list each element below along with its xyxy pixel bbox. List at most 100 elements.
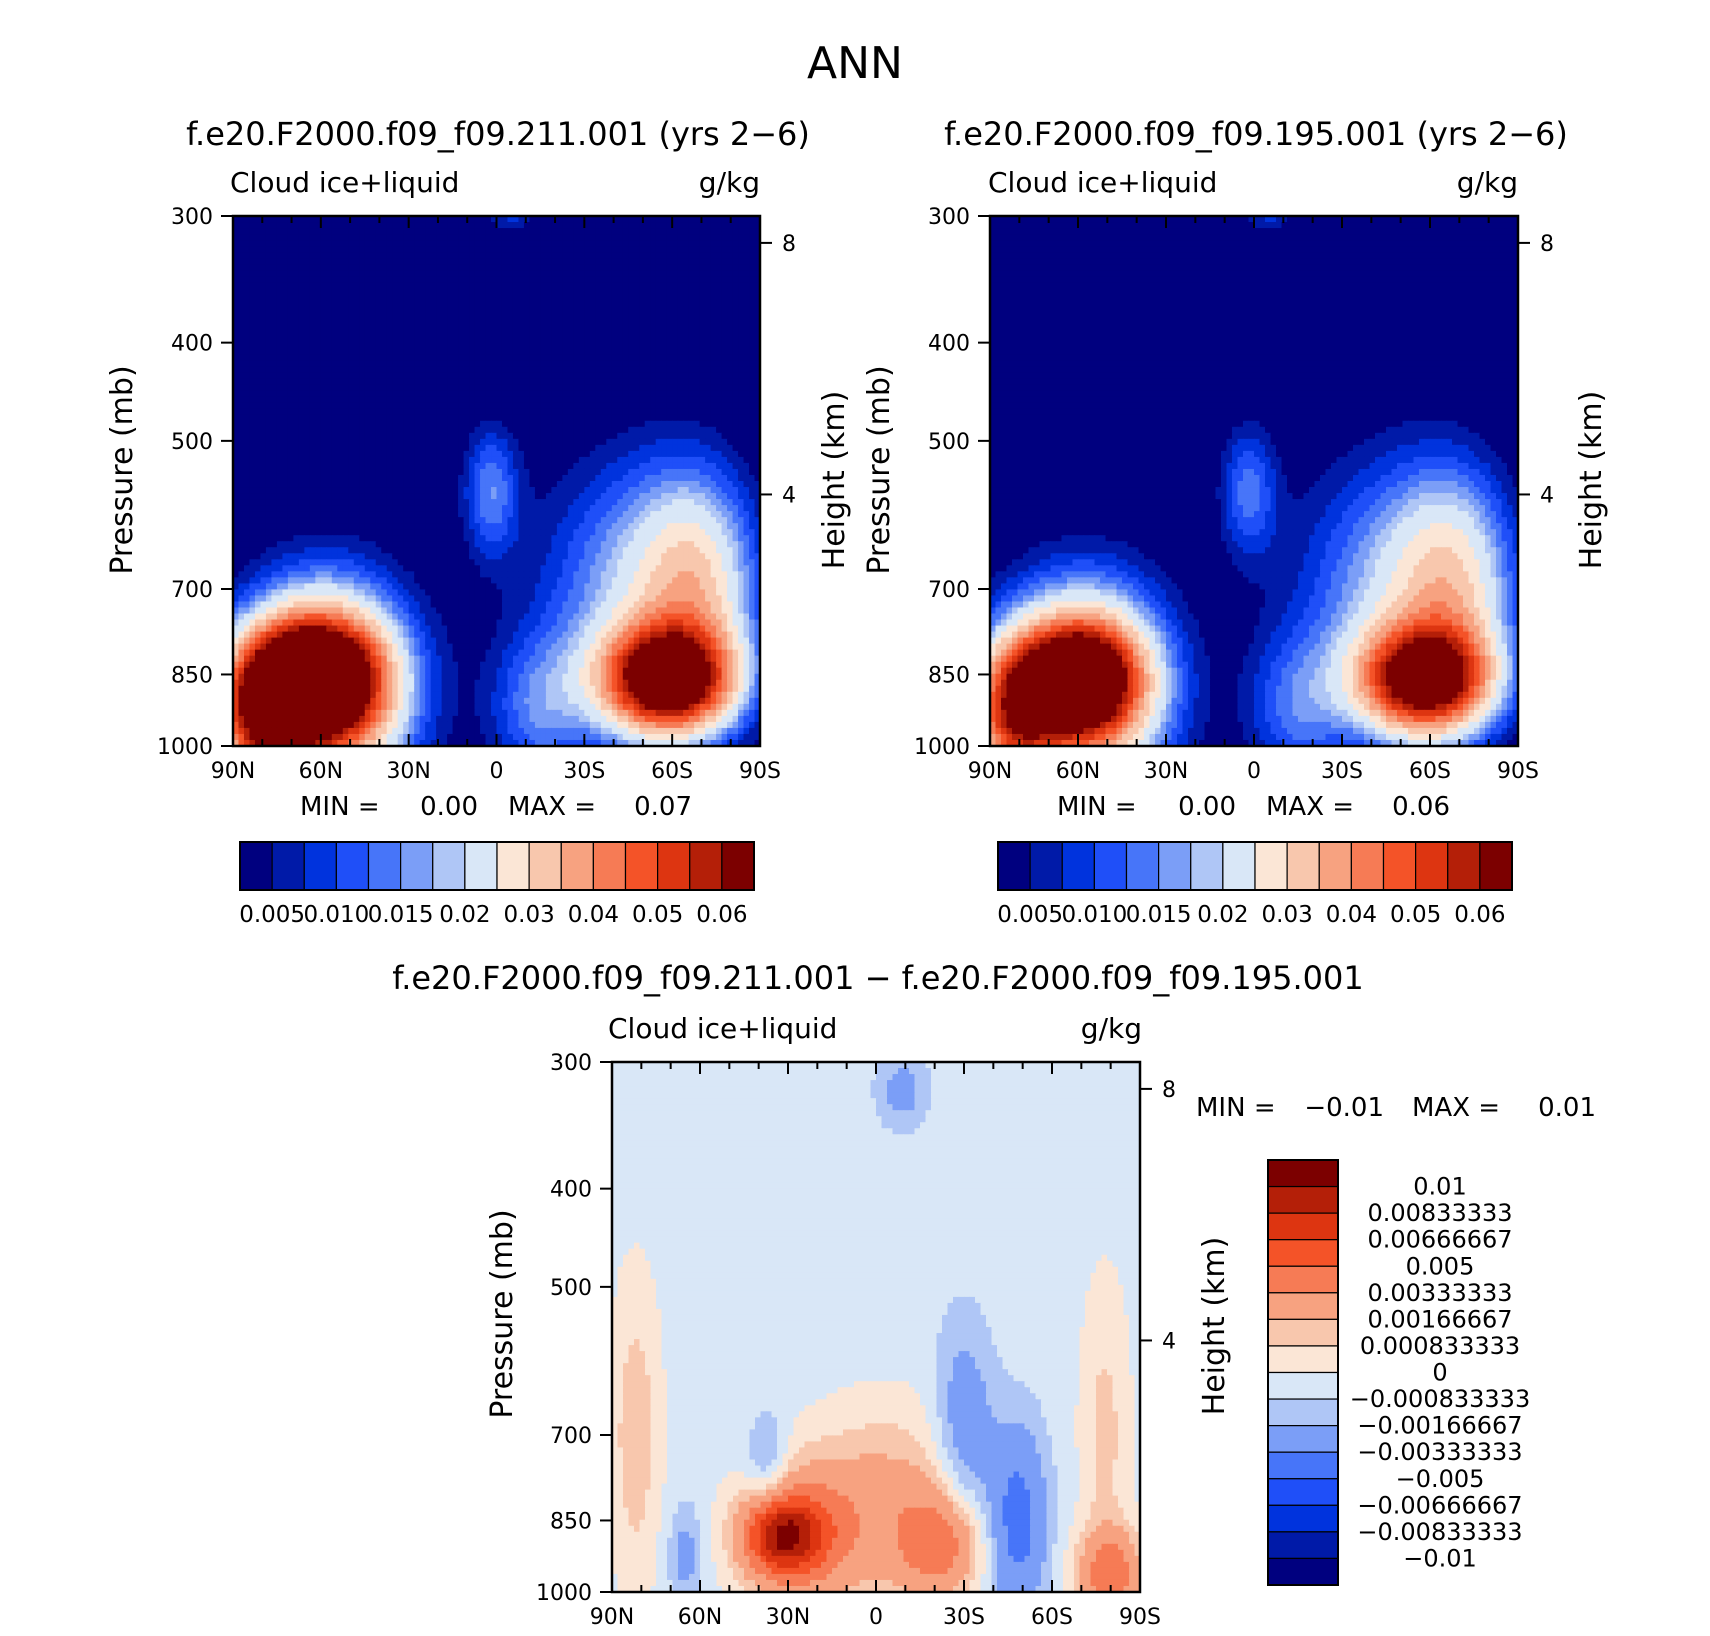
contour-cell — [332, 306, 338, 313]
contour-cell — [749, 294, 755, 301]
contour-cell — [271, 228, 277, 235]
contour-cell — [260, 505, 266, 512]
contour-cell — [425, 312, 431, 319]
contour-cell — [689, 481, 695, 488]
contour-cell — [491, 469, 497, 476]
contour-cell — [744, 349, 750, 356]
contour-cell — [392, 451, 398, 458]
contour-cell — [507, 228, 513, 235]
contour-cell — [255, 469, 261, 476]
contour-cell — [244, 511, 250, 518]
contour-cell — [744, 397, 750, 404]
contour-cell — [513, 427, 519, 434]
contour-cell — [738, 379, 744, 386]
contour-cell — [694, 318, 700, 325]
contour-cell — [414, 439, 420, 446]
contour-cell — [458, 300, 464, 307]
contour-cell — [343, 421, 349, 428]
contour-cell — [639, 234, 645, 241]
contour-cell — [409, 240, 415, 247]
contour-cell — [458, 240, 464, 247]
contour-cell — [700, 282, 706, 289]
contour-cell — [595, 499, 601, 506]
contour-cell — [453, 318, 459, 325]
contour-cell — [518, 409, 524, 416]
contour-cell — [282, 300, 288, 307]
contour-cell — [590, 523, 596, 530]
contour-cell — [749, 463, 755, 470]
contour-cell — [458, 457, 464, 464]
contour-cell — [381, 234, 387, 241]
contour-cell — [689, 415, 695, 422]
contour-cell — [315, 457, 321, 464]
contour-cell — [628, 306, 634, 313]
contour-cell — [639, 312, 645, 319]
contour-cell — [337, 252, 343, 259]
contour-cell — [370, 499, 376, 506]
contour-cell — [524, 421, 530, 428]
contour-cell — [414, 240, 420, 247]
contour-cell — [321, 469, 327, 476]
contour-cell — [733, 415, 739, 422]
contour-cell — [557, 330, 563, 337]
contour-cell — [343, 415, 349, 422]
contour-cell — [315, 481, 321, 488]
contour-cell — [321, 294, 327, 301]
contour-cell — [738, 505, 744, 512]
contour-cell — [464, 409, 470, 416]
contour-cell — [683, 288, 689, 295]
contour-cell — [507, 463, 513, 470]
contour-cell — [310, 234, 316, 241]
contour-cell — [277, 505, 283, 512]
contour-cell — [606, 228, 612, 235]
contour-cell — [282, 282, 288, 289]
contour-cell — [497, 517, 503, 524]
contour-cell — [414, 349, 420, 356]
contour-cell — [601, 469, 607, 476]
contour-cell — [606, 523, 612, 530]
contour-cell — [645, 391, 651, 398]
contour-cell — [354, 469, 360, 476]
contour-cell — [645, 397, 651, 404]
contour-cell — [249, 469, 255, 476]
contour-cell — [348, 445, 354, 452]
contour-cell — [595, 433, 601, 440]
contour-cell — [436, 469, 442, 476]
contour-cell — [557, 433, 563, 440]
contour-cell — [365, 391, 371, 398]
contour-cell — [348, 300, 354, 307]
contour-cell — [557, 294, 563, 301]
contour-cell — [639, 294, 645, 301]
contour-cell — [315, 385, 321, 392]
contour-cell — [639, 300, 645, 307]
contour-cell — [727, 228, 733, 235]
contour-cell — [337, 523, 343, 530]
contour-cell — [513, 445, 519, 452]
contour-cell — [733, 240, 739, 247]
contour-cell — [634, 258, 640, 265]
contour-cell — [678, 379, 684, 386]
contour-cell — [321, 397, 327, 404]
contour-cell — [678, 409, 684, 416]
contour-cell — [672, 361, 678, 368]
contour-cell — [315, 367, 321, 374]
contour-cell — [700, 330, 706, 337]
contour-cell — [376, 445, 382, 452]
contour-cell — [738, 469, 744, 476]
contour-cell — [365, 499, 371, 506]
contour-cell — [733, 451, 739, 458]
contour-cell — [332, 282, 338, 289]
contour-cell — [551, 415, 557, 422]
contour-cell — [387, 463, 393, 470]
contour-cell — [376, 276, 382, 283]
contour-cell — [535, 288, 541, 295]
contour-cell — [711, 222, 717, 229]
contour-cell — [584, 312, 590, 319]
contour-cell — [249, 487, 255, 494]
contour-cell — [299, 475, 305, 482]
contour-cell — [711, 318, 717, 325]
contour-cell — [436, 409, 442, 416]
contour-cell — [370, 391, 376, 398]
contour-cell — [557, 475, 563, 482]
contour-cell — [667, 300, 673, 307]
